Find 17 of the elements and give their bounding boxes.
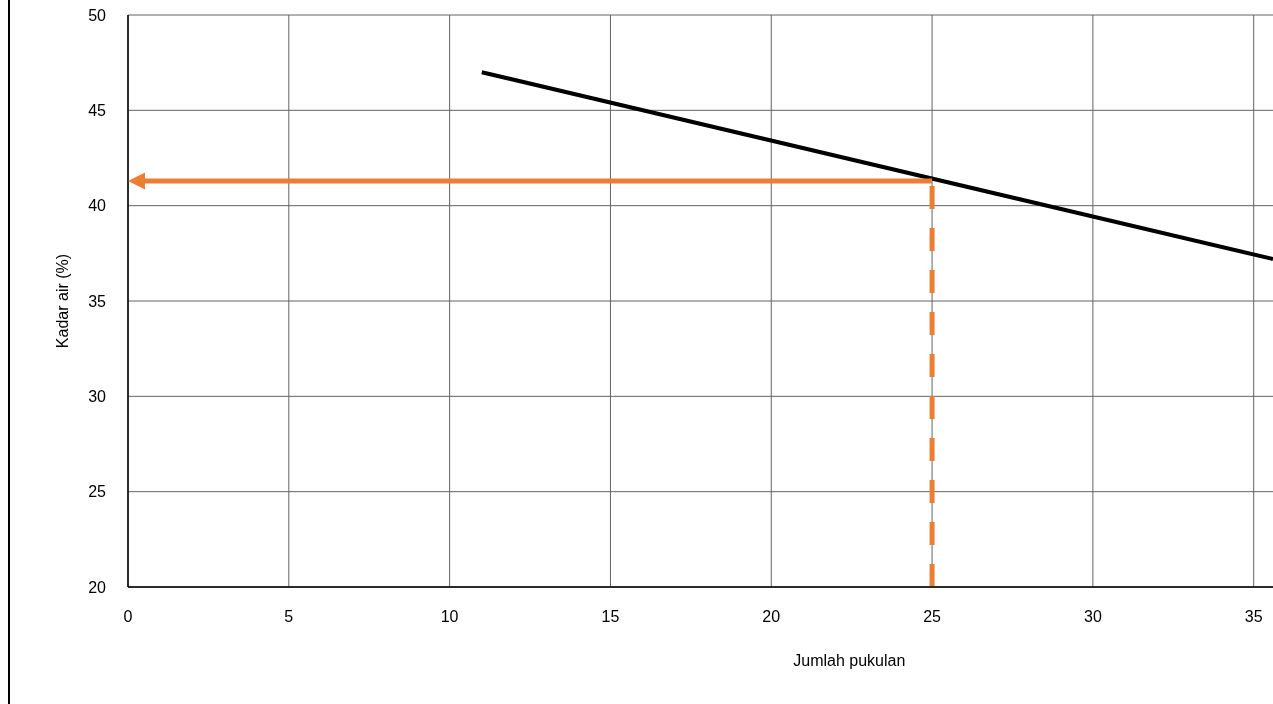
y-tick-label: 20 <box>88 578 107 596</box>
y-tick-label: 25 <box>88 483 107 501</box>
x-tick-label: 10 <box>440 608 459 626</box>
y-tick-label: 40 <box>88 197 107 215</box>
x-tick-label: 15 <box>601 608 620 626</box>
x-tick-label: 30 <box>1083 608 1102 626</box>
y-tick-label: 50 <box>88 6 107 24</box>
x-axis-title: Jumlah pukulan <box>793 651 906 669</box>
y-axis-title: Kadar air (%) <box>53 253 71 349</box>
x-tick-label: 0 <box>123 608 133 626</box>
x-tick-label: 25 <box>923 608 942 626</box>
y-tick-label: 35 <box>88 292 107 310</box>
x-tick-label: 35 <box>1244 608 1263 626</box>
y-tick-label: 30 <box>88 388 107 406</box>
y-tick-label: 45 <box>88 102 107 120</box>
x-tick-label: 20 <box>762 608 781 626</box>
x-tick-label: 5 <box>284 608 294 626</box>
